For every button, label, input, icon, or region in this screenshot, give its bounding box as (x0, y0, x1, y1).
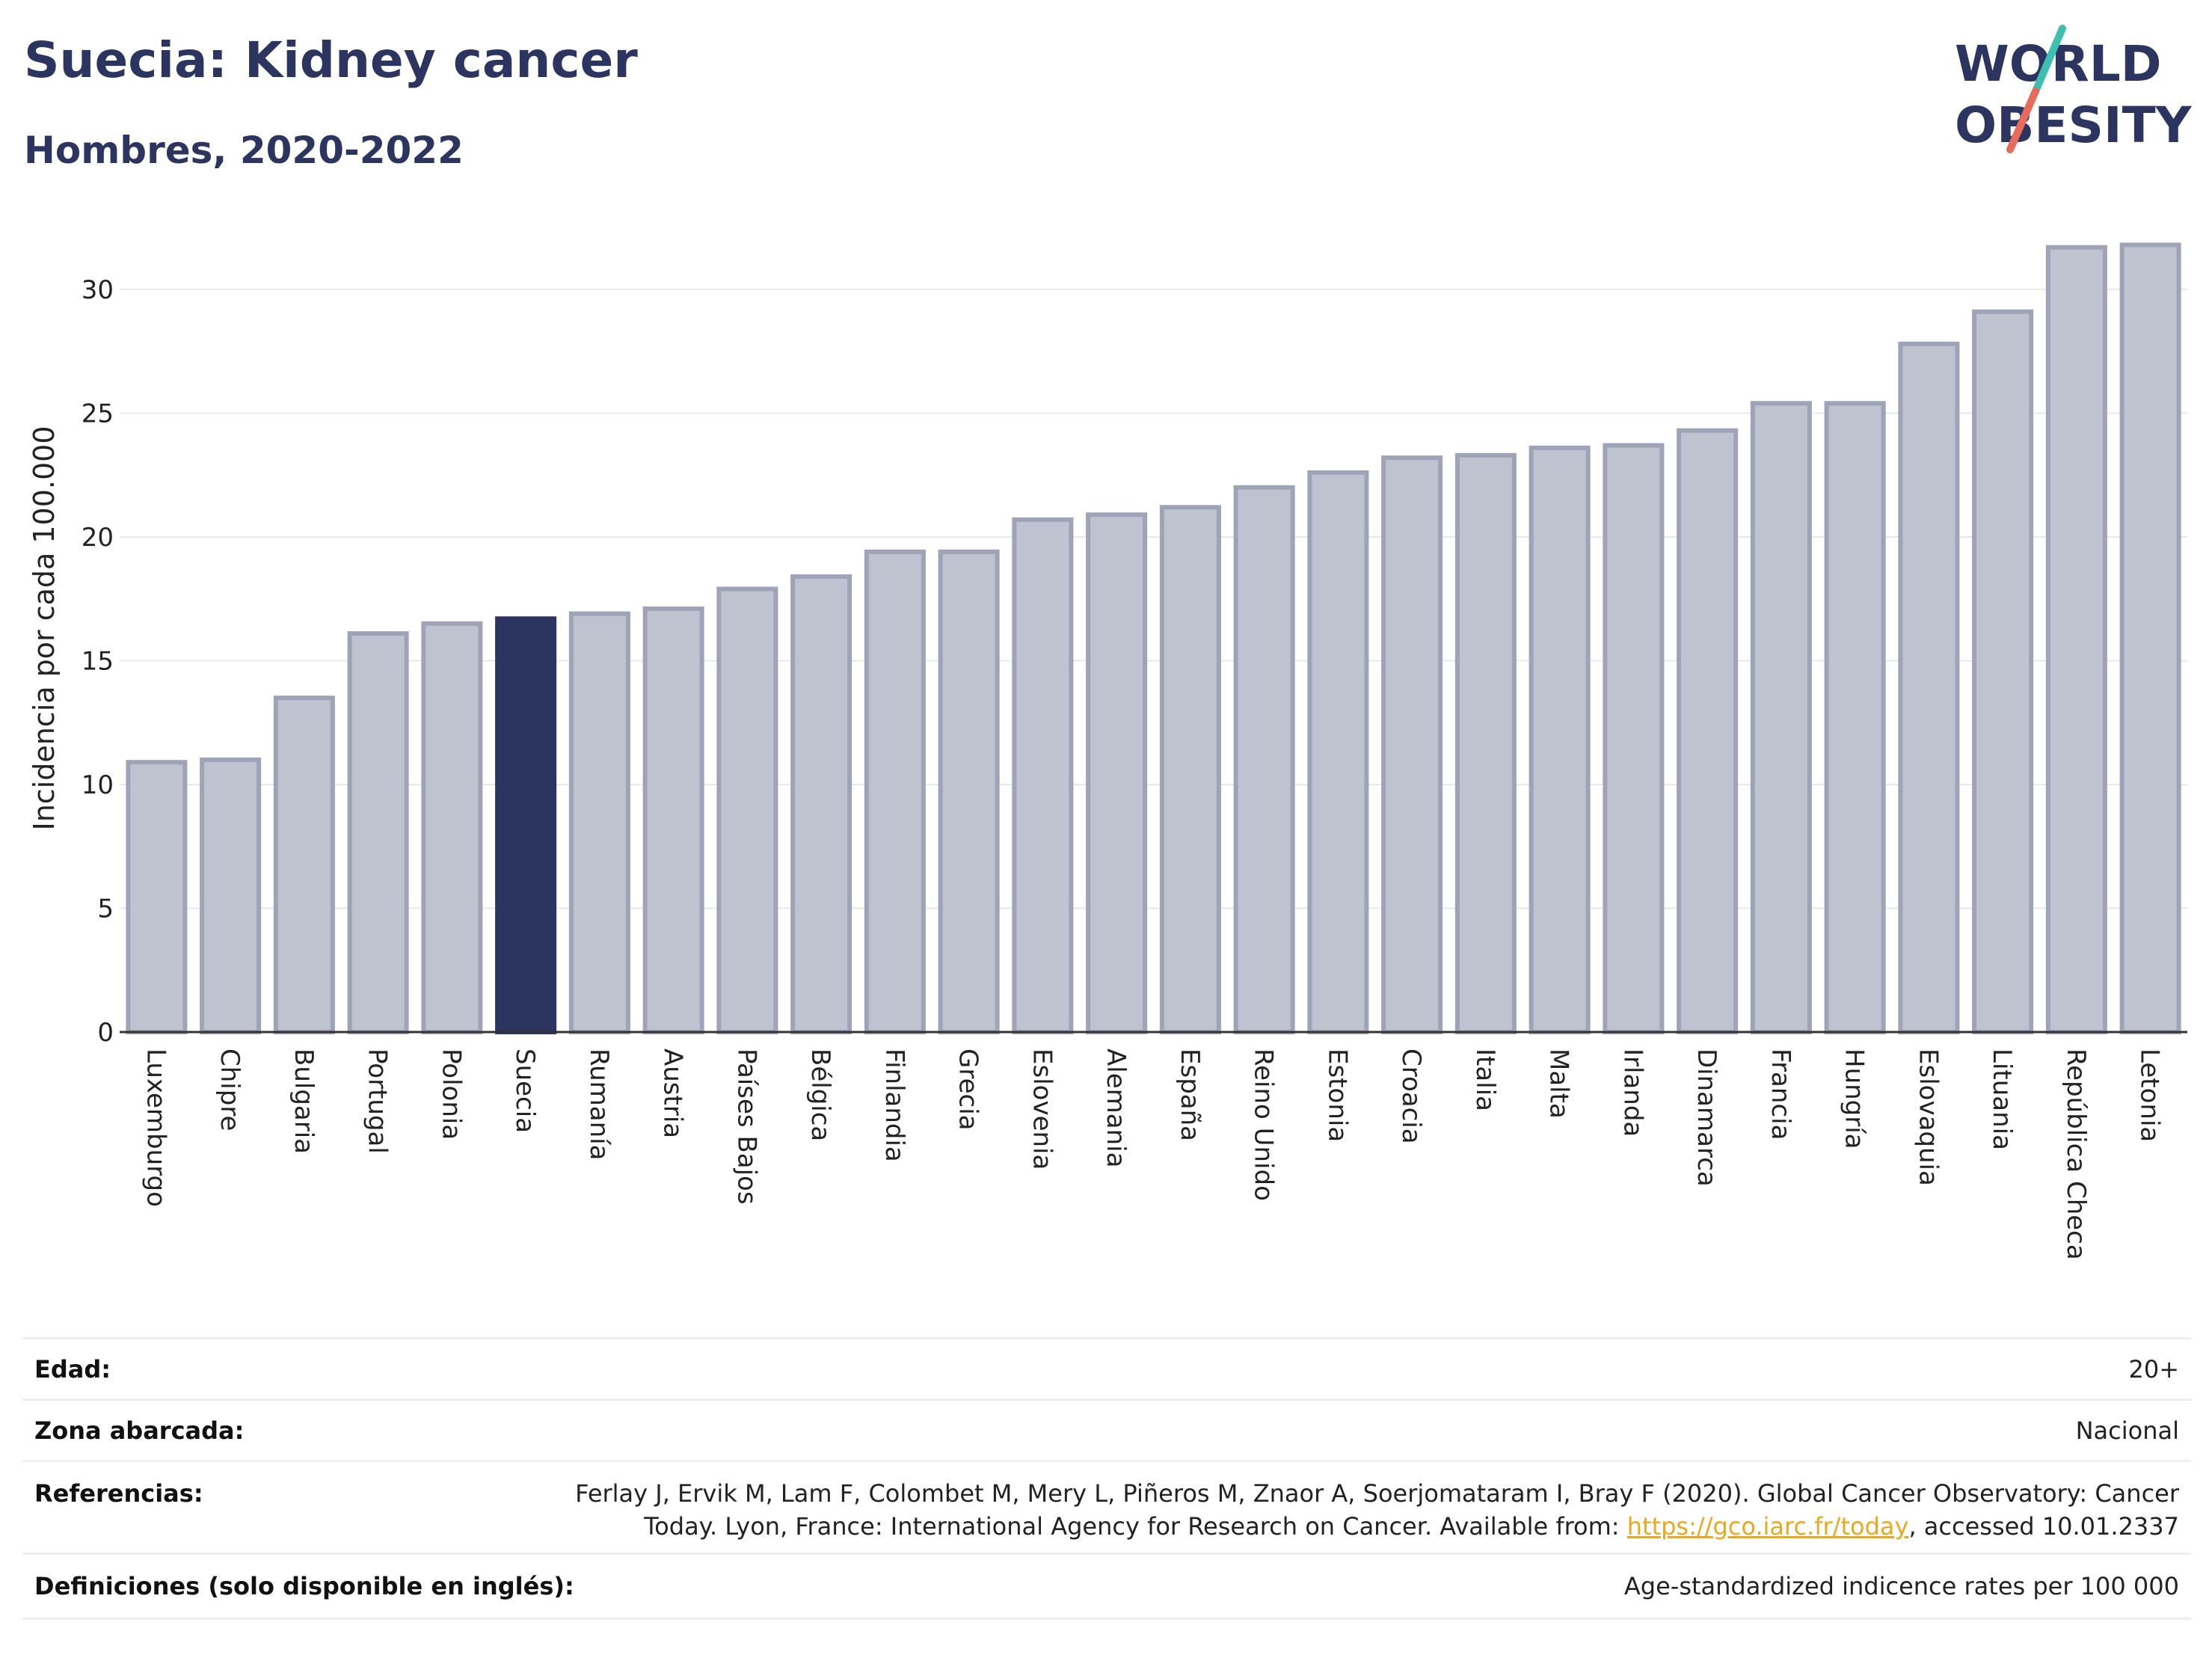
x-tick-label: España (1175, 1048, 1205, 1141)
bar-suecia (495, 616, 557, 1034)
bar-eslovenia (1012, 517, 1074, 1034)
area-label: Zona abarcada: (34, 1416, 245, 1445)
info-row-age: Edad: 20+ (22, 1337, 2191, 1399)
y-tick-label: 30 (82, 275, 114, 305)
y-tick-label: 20 (82, 523, 114, 553)
x-tick-label: Bélgica (805, 1048, 835, 1141)
x-tick-label: Rumanía (584, 1048, 614, 1160)
x-tick-label: Chipre (215, 1048, 245, 1131)
bar-reino-unido (1233, 485, 1295, 1034)
y-axis-label: Incidencia por cada 100.000 (28, 426, 61, 830)
definitions-label: Definiciones (solo disponible en inglés)… (34, 1572, 574, 1600)
x-tick-label: Luxemburgo (141, 1048, 170, 1207)
bar-luxemburgo (126, 760, 188, 1035)
x-tick-label: Bulgaria (289, 1048, 319, 1154)
bar-alemania (1086, 512, 1148, 1034)
area-value: Nacional (2075, 1416, 2179, 1445)
references-value: Ferlay J, Ervik M, Lam F, Colombet M, Me… (575, 1477, 2191, 1543)
bar-españa (1159, 505, 1221, 1034)
bar-países-bajos (716, 586, 778, 1034)
bar-italia (1454, 452, 1517, 1034)
x-tick-label: Finlandia (879, 1048, 909, 1162)
bar-república-checa (2045, 245, 2107, 1035)
x-tick-labels: Luxemburgo Chipre Bulgaria Portugal Polonia S… (141, 1048, 2164, 1260)
x-tick-label: Polonia (436, 1048, 466, 1140)
bar-malta (1529, 445, 1591, 1034)
bar-portugal (347, 631, 409, 1034)
references-line-1: Ferlay J, Ervik M, Lam F, Colombet M, Me… (575, 1479, 2179, 1508)
bar-dinamarca (1677, 428, 1739, 1034)
x-tick-label: Eslovaquia (1913, 1048, 1943, 1186)
info-row-references: Referencias: Ferlay J, Ervik M, Lam F, C… (22, 1460, 2191, 1551)
bar-finlandia (864, 549, 926, 1034)
bar-rumanía (568, 611, 630, 1034)
x-tick-label: Suecia (510, 1048, 540, 1133)
references-line-2-pre: Today. Lyon, France: International Agenc… (644, 1512, 1627, 1541)
info-row-definitions: Definiciones (solo disponible en inglés)… (22, 1553, 2191, 1620)
x-tick-label: Reino Unido (1249, 1048, 1279, 1201)
bar-croacia (1381, 455, 1443, 1034)
y-tick-labels: 0 5 10 15 20 25 30 (82, 275, 114, 1048)
y-tick-label: 5 (97, 894, 114, 924)
x-tick-label: Grecia (953, 1048, 983, 1130)
references-line-2-post: , accessed 10.01.2337 (1908, 1512, 2179, 1541)
x-tick-label: Croacia (1396, 1048, 1426, 1144)
bar-irlanda (1603, 443, 1665, 1034)
x-tick-label: Alemania (1101, 1048, 1131, 1167)
world-obesity-logo: WORLD OBESITY (1955, 25, 2193, 154)
y-tick-label: 10 (82, 770, 114, 800)
x-tick-label: Portugal (363, 1048, 393, 1154)
bar-bélgica (790, 574, 852, 1034)
x-tick-label: Hungría (1840, 1048, 1870, 1149)
references-link[interactable]: https://gco.iarc.fr/today (1626, 1512, 1909, 1541)
x-tick-label: Malta (1544, 1048, 1574, 1119)
x-tick-label: Dinamarca (1692, 1048, 1721, 1187)
x-tick-label: Letonia (2135, 1048, 2165, 1142)
definitions-value: Age-standardized indicence rates per 100… (1623, 1572, 2179, 1600)
x-tick-label: Estonia (1322, 1048, 1352, 1142)
bar-lituania (1972, 309, 2034, 1035)
bar-austria (642, 606, 704, 1034)
y-tick-label: 0 (97, 1018, 114, 1048)
x-tick-label: Austria (658, 1048, 688, 1138)
bar-chart: 0 5 10 15 20 25 30 Luxemburgo Chipre Bulgaria Por… (28, 242, 2187, 1260)
x-tick-label: Francia (1766, 1048, 1795, 1140)
bar-grecia (938, 549, 1000, 1034)
references-label: Referencias: (34, 1479, 203, 1508)
y-tick-label: 15 (82, 647, 114, 677)
x-tick-label: República Checa (2061, 1048, 2091, 1260)
x-tick-label: Países Bajos (731, 1048, 761, 1205)
info-row-area: Zona abarcada: Nacional (22, 1398, 2191, 1461)
bar-bulgaria (273, 696, 335, 1035)
bar-estonia (1307, 470, 1369, 1034)
bar-letonia (2119, 242, 2181, 1034)
chart-title: Suecia: Kidney cancer (24, 31, 638, 89)
x-tick-label: Eslovenia (1027, 1048, 1057, 1170)
bar-hungría (1824, 401, 1886, 1034)
bar-francia (1750, 401, 1812, 1034)
bar-chipre (200, 757, 262, 1035)
bar-polonia (421, 621, 483, 1034)
x-tick-label: Irlanda (1617, 1048, 1647, 1137)
x-tick-label: Italia (1470, 1048, 1500, 1111)
bars (120, 242, 2187, 1035)
svg-text:OBESITY: OBESITY (1955, 96, 2193, 154)
age-value: 20+ (2128, 1355, 2179, 1384)
x-tick-label: Lituania (1987, 1048, 2017, 1150)
bar-eslovaquia (1898, 341, 1960, 1034)
age-label: Edad: (34, 1355, 111, 1384)
y-tick-label: 25 (82, 399, 114, 429)
chart-subtitle: Hombres, 2020-2022 (24, 129, 464, 172)
